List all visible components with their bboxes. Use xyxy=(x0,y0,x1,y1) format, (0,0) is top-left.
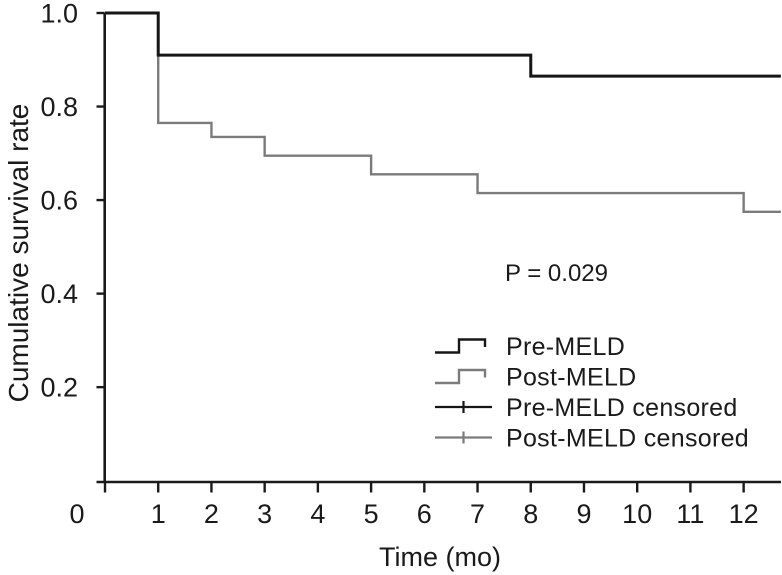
legend-item-post-meld-censored: Post-MELD censored xyxy=(435,424,749,452)
p-value-label: P = 0.029 xyxy=(505,260,608,287)
x-axis-title: Time (mo) xyxy=(379,542,501,572)
legend-step-symbol xyxy=(435,368,487,385)
legend-step-symbol xyxy=(435,338,487,354)
y-tick-label: 1.0 xyxy=(40,0,78,28)
x-tick-label: 6 xyxy=(417,499,432,529)
y-tick-label: 0.4 xyxy=(40,279,78,309)
y-tick-label: 0.2 xyxy=(40,373,78,403)
legend-item-label: Post-MELD censored xyxy=(506,424,749,452)
legend-item-post-meld: Post-MELD xyxy=(435,363,637,391)
x-tick-label: 5 xyxy=(364,499,379,529)
y-tick-label: 0.8 xyxy=(40,92,78,122)
x-tick-label: 1 xyxy=(151,499,166,529)
curve-pre-meld xyxy=(105,11,781,78)
x-tick-label: 8 xyxy=(523,499,538,529)
x-tick-label: 11 xyxy=(676,499,704,529)
legend-item-label: Pre-MELD xyxy=(506,333,625,361)
x-tick-label: 10 xyxy=(622,499,652,529)
y-tick-label: 0.6 xyxy=(40,186,78,216)
x-tick-label: 3 xyxy=(257,499,272,529)
y-axis-title: Cumulative survival rate xyxy=(3,104,34,403)
legend-item-label: Post-MELD xyxy=(506,363,637,391)
x-tick-label: 4 xyxy=(310,499,325,529)
legend-item-pre-meld-censored: Pre-MELD censored xyxy=(435,394,738,422)
x-tick-label: 7 xyxy=(470,499,485,529)
x-tick-label: 9 xyxy=(576,499,591,529)
x-tick-label: 2 xyxy=(204,499,219,529)
axes: 0 1 2 3 4 5 6 7 8 9 10 11 120.20.40.60.81.0 xyxy=(40,0,781,529)
x-tick-label: 0 xyxy=(69,499,84,529)
curve-post-meld xyxy=(105,11,781,213)
legend-item-pre-meld: Pre-MELD xyxy=(435,333,625,361)
legend-item-label: Pre-MELD censored xyxy=(506,394,738,422)
survival-curves xyxy=(105,11,781,213)
x-tick-label: 12 xyxy=(729,499,759,529)
